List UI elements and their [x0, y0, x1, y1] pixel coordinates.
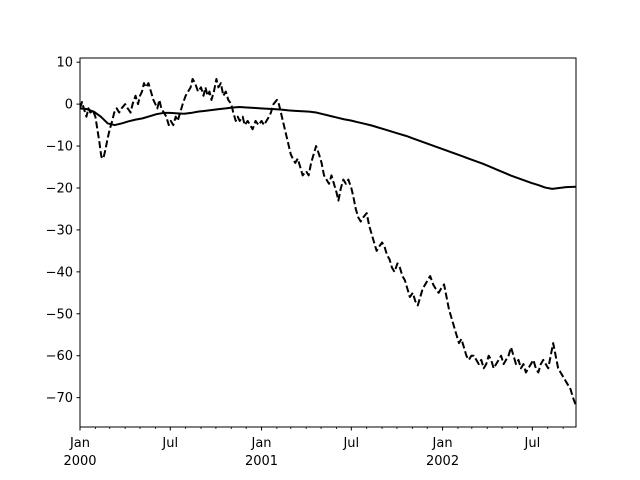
x-tick-label: Jan	[251, 436, 272, 451]
series-line-solid	[80, 106, 576, 190]
y-tick-label: −10	[46, 140, 73, 155]
x-tick-label: Jan	[69, 436, 90, 451]
y-tick-label: −70	[46, 391, 73, 406]
x-tick-year-label: 2000	[63, 454, 96, 469]
x-tick-label: Jul	[161, 436, 178, 451]
y-tick-label: −50	[46, 307, 73, 322]
plot-frame	[79, 57, 577, 428]
y-tick-label: 0	[65, 98, 73, 113]
y-tick-label: −40	[46, 265, 73, 280]
y-tick-label: −60	[46, 349, 73, 364]
x-tick-year-label: 2002	[426, 454, 459, 469]
axes-layer: 10 0 −10 −20 −30 −40 −50 −60 −70 Jan 2000 Jul Jan 200…	[46, 56, 577, 469]
y-tick-label: −30	[46, 223, 73, 238]
y-tick-label: 10	[56, 56, 73, 71]
x-tick-label: Jul	[524, 436, 541, 451]
x-tick-label: Jan	[432, 436, 453, 451]
y-tick-label: −20	[46, 181, 73, 196]
x-tick-year-label: 2001	[245, 454, 278, 469]
x-tick-label: Jul	[342, 436, 359, 451]
series-line-dashed	[80, 77, 576, 407]
series-layer	[80, 77, 576, 407]
